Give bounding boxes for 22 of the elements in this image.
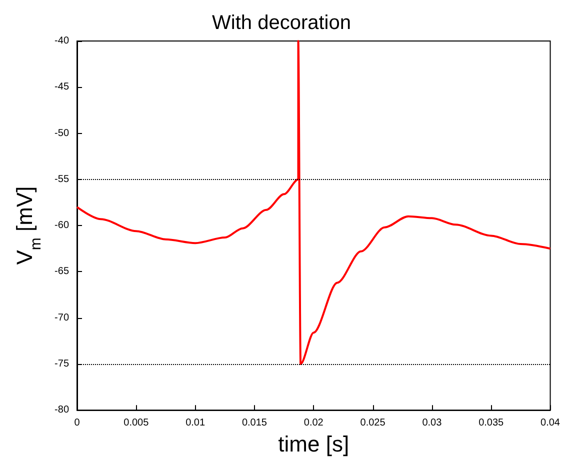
x-tick-label: 0.04 [540, 418, 560, 429]
y-tick-label: -65 [54, 266, 70, 278]
y-tick-label: -55 [54, 174, 70, 185]
x-tick-label: 0.03 [422, 418, 442, 429]
x-tick-label: 0 [74, 418, 80, 429]
x-tick-label: 0.035 [478, 418, 504, 429]
y-tick-label: -75 [54, 358, 70, 370]
y-tick-label: -50 [54, 128, 70, 139]
y-tick-label: -80 [54, 404, 70, 416]
y-axis-title: Vm [mV] [12, 186, 45, 265]
line-series [76, 40, 552, 365]
x-tick-label: 0.005 [124, 418, 150, 429]
x-tick-label: 0.02 [304, 418, 324, 429]
y-tick-label: -40 [54, 36, 70, 46]
x-tick-label: 0.025 [360, 418, 386, 429]
y-tick-label: -60 [54, 220, 70, 232]
chart-title: With decoration [212, 12, 351, 34]
x-tick-label: 0.015 [242, 418, 268, 429]
x-tick-label: 0.01 [186, 418, 206, 429]
x-axis-title: time [s] [278, 432, 350, 456]
y-tick-label: -70 [54, 312, 70, 324]
y-tick-label: -45 [54, 82, 70, 93]
